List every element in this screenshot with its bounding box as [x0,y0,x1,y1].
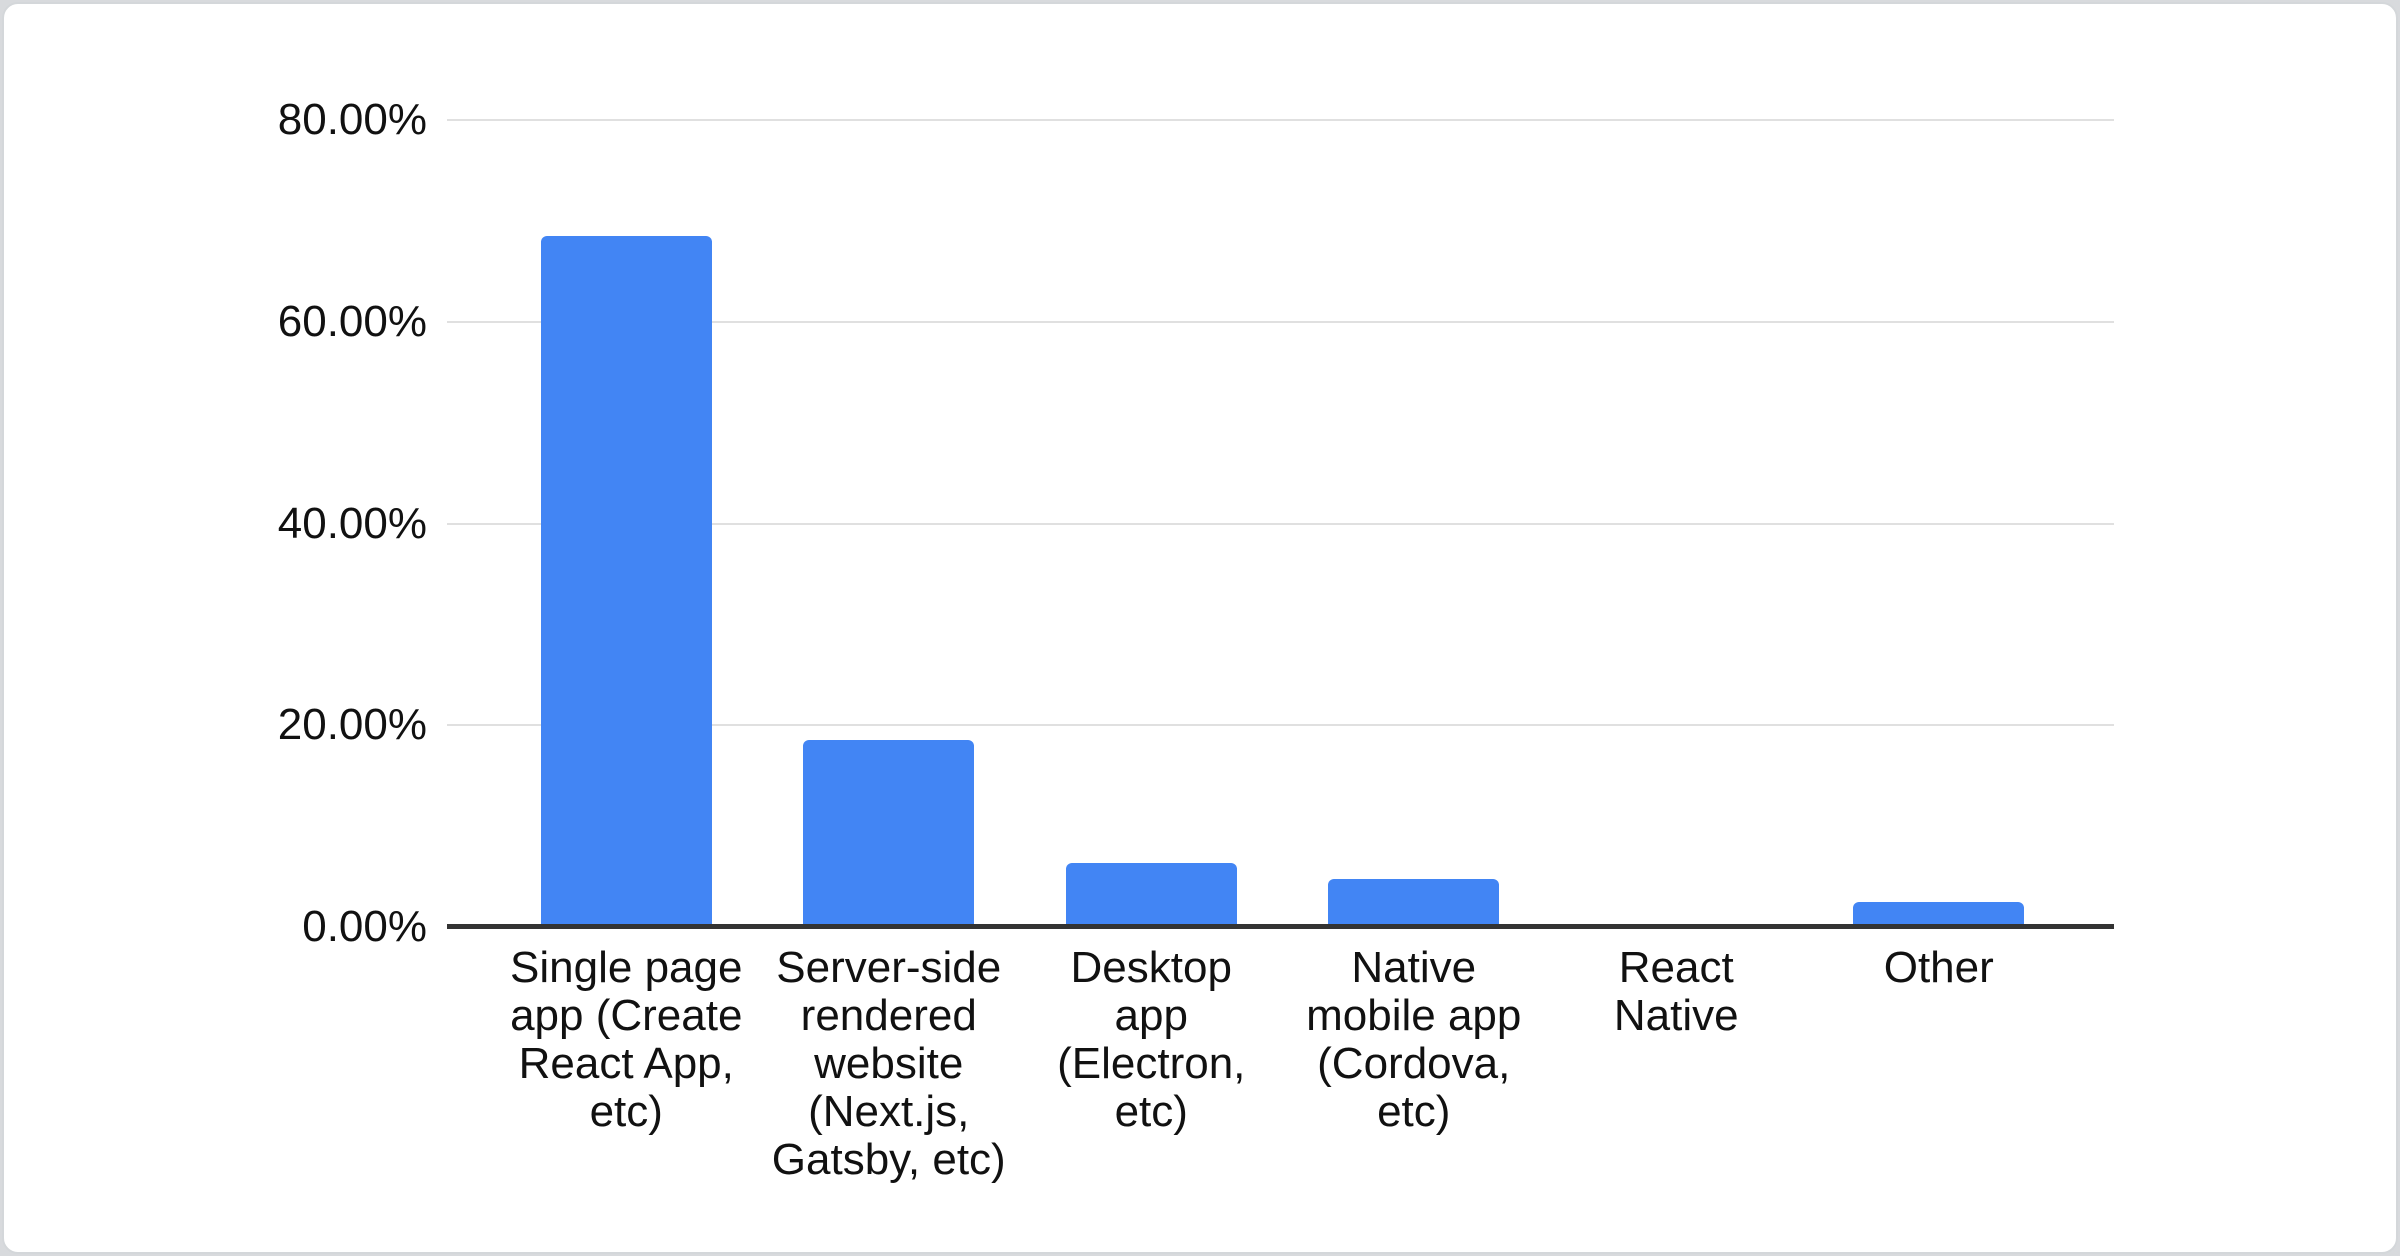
gridline-80 [447,119,2114,121]
y-tick-label-20: 20.00% [277,700,427,750]
category-label-3: Native mobile app (Cordova, etc) [1306,943,1522,1136]
bar-5[interactable] [1853,902,2025,927]
y-axis-labels: 0.00% 20.00% 40.00% 60.00% 80.00% [104,96,427,951]
bars [495,120,2070,927]
y-tick-label-80: 80.00% [277,95,427,144]
category-label-4: React Native [1613,943,1739,1040]
category-label-2: Desktop app (Electron, etc) [1057,943,1246,1136]
gridline-40 [447,522,2114,525]
bar-slot-3 [1283,120,1546,927]
x-axis-line [447,924,2114,929]
bar-3[interactable] [1328,879,1500,927]
bar-1[interactable] [803,740,975,927]
y-tick-label-0: 0.00% [302,902,427,951]
bar-slot-2 [1020,120,1283,927]
bar-0[interactable] [540,236,712,927]
bar-slot-1 [758,120,1021,927]
category-labels: Single page app (Create React App, etc) S… [495,944,2070,1184]
bar-2[interactable] [1065,863,1237,927]
gridline-60 [447,320,2114,323]
bar-slot-5 [1808,120,2071,927]
bar-slot-4 [1545,120,1808,927]
bar-slot-0 [495,120,758,927]
gridline-20 [447,724,2114,727]
y-tick-label-60: 60.00% [277,296,427,346]
plot-area [447,119,2114,929]
category-label-5: Other [1883,943,1994,992]
y-tick-label-40: 40.00% [277,498,427,548]
category-label-0: Single page app (Create React App, etc) [510,943,743,1136]
category-label-1: Server-side rendered website (Next.js, G… [771,943,1006,1184]
